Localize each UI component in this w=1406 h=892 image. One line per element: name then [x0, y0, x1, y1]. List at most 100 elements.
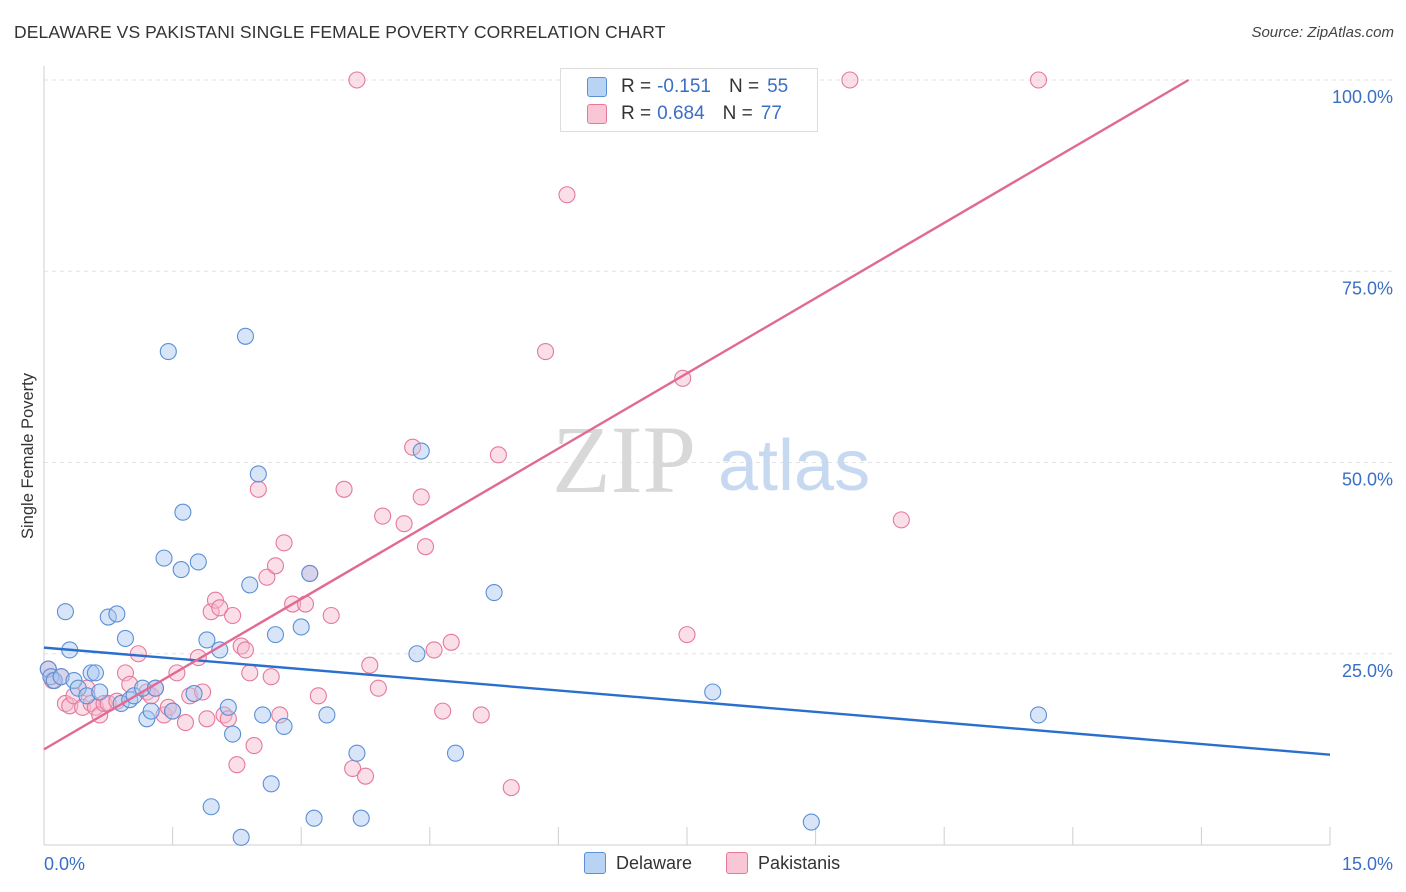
y-tick-label: 100.0% — [1332, 87, 1393, 107]
pakistanis-point — [489, 446, 507, 464]
delaware-point — [266, 626, 285, 644]
legend-n-value: 55 — [767, 76, 789, 97]
pakistanis-point — [309, 687, 327, 705]
delaware-point — [446, 744, 465, 762]
legend-r-value: 0.684 — [657, 103, 705, 124]
pakistanis-point — [374, 507, 392, 525]
source-label: Source: ZipAtlas.com — [1251, 24, 1394, 41]
delaware-point — [116, 629, 134, 648]
delaware-point — [352, 809, 370, 827]
pakistanis-point — [194, 683, 212, 701]
pakistanis-point — [404, 438, 422, 456]
y-axis-label: Single Female Poverty — [19, 372, 37, 539]
delaware-point — [318, 706, 336, 724]
grid-lines — [44, 79, 1392, 655]
pakistanis-point — [472, 706, 490, 724]
legend-swatch-delaware — [584, 852, 606, 874]
delaware-trend-line — [43, 646, 1331, 756]
legend-n-label: N = — [728, 76, 760, 97]
stats-legend: R = -0.151 N = 55 R = 0.684 N = 77 — [560, 68, 818, 132]
legend-label-delaware: Delaware — [616, 852, 693, 873]
pakistanis-point — [678, 626, 696, 644]
delaware-point — [198, 631, 216, 649]
delaware-point — [108, 605, 126, 623]
watermark-atlas: atlas — [718, 426, 870, 506]
delaware-point — [189, 553, 207, 571]
pakistanis-point — [892, 511, 910, 529]
pakistanis-point — [369, 679, 387, 697]
pakistanis-trend-line — [43, 78, 1190, 751]
delaware-point — [172, 561, 190, 579]
axes — [43, 66, 1331, 846]
delaware-point — [185, 684, 203, 703]
pakistanis-point — [266, 557, 285, 575]
delaware-point — [262, 775, 280, 793]
delaware-point — [704, 683, 722, 701]
legend-item-pakistanis: Pakistanis — [726, 852, 840, 874]
pakistanis-point — [536, 343, 555, 361]
pakistanis-point — [249, 480, 267, 498]
legend-n-label: N = — [722, 103, 753, 124]
pakistanis-point — [412, 488, 430, 506]
delaware-point — [82, 664, 100, 682]
pakistanis-point — [425, 641, 443, 659]
legend-swatch-delaware — [587, 77, 607, 97]
delaware-point — [305, 809, 323, 827]
pakistanis-point — [841, 71, 859, 89]
delaware-point — [408, 645, 426, 663]
pakistanis-point — [211, 599, 229, 617]
delaware-point — [224, 725, 242, 743]
legend-row-pakistanis: R = 0.684 N = 77 — [587, 102, 782, 126]
pakistanis-point — [335, 480, 353, 498]
delaware-point — [155, 549, 173, 567]
delaware-point — [78, 687, 96, 705]
x-tick-label: 15.0% — [1342, 854, 1393, 874]
y-tick-label: 50.0% — [1342, 470, 1393, 490]
delaware-point — [412, 442, 430, 460]
delaware-point — [301, 564, 319, 582]
pakistanis-point — [1029, 71, 1048, 89]
pakistanis-point — [258, 568, 276, 586]
delaware-point — [348, 744, 366, 762]
legend-label-pakistanis: Pakistanis — [758, 852, 841, 873]
pakistanis-point — [502, 779, 520, 797]
delaware-point — [802, 813, 820, 831]
pakistanis-point — [361, 656, 379, 674]
pakistanis-point — [262, 668, 280, 686]
pakistanis-point — [176, 714, 195, 732]
legend-swatch-pakistanis — [726, 852, 749, 874]
delaware-point — [86, 664, 104, 682]
pakistanis-point — [275, 534, 293, 552]
pakistanis-point — [416, 538, 435, 556]
delaware-point — [485, 583, 503, 602]
watermark-zip: ZIP — [552, 406, 696, 513]
delaware-point — [91, 683, 109, 701]
legend-r-label: R = — [621, 103, 652, 124]
delaware-point — [202, 798, 220, 816]
delaware-point — [159, 343, 177, 361]
legend-item-delaware: Delaware — [584, 852, 692, 874]
trend-lines — [43, 78, 1331, 756]
x-tick-label: 0.0% — [44, 854, 85, 874]
delaware-point — [292, 618, 310, 636]
pakistanis-point — [228, 756, 246, 774]
legend-swatch-pakistanis — [587, 104, 607, 124]
delaware-point — [142, 702, 160, 720]
y-tick-label: 75.0% — [1342, 278, 1393, 298]
pakistanis-point — [356, 767, 375, 785]
pakistanis-point — [245, 736, 263, 755]
pakistanis-point — [322, 606, 340, 625]
pakistanis-point — [241, 664, 259, 682]
delaware-point — [164, 702, 182, 720]
pakistanis-point — [442, 633, 460, 651]
legend-r-label: R = — [621, 76, 652, 97]
pakistanis-point — [129, 645, 147, 663]
delaware-points — [39, 327, 1048, 846]
chart-title: DELAWARE VS PAKISTANI SINGLE FEMALE POVE… — [14, 22, 666, 42]
pakistanis-point — [348, 71, 366, 89]
pakistanis-point — [198, 710, 216, 728]
pakistanis-point — [434, 702, 452, 720]
tick-labels: 25.0% 50.0% 75.0% 100.0% 0.0% 15.0% — [44, 87, 1393, 874]
delaware-point — [236, 327, 255, 345]
